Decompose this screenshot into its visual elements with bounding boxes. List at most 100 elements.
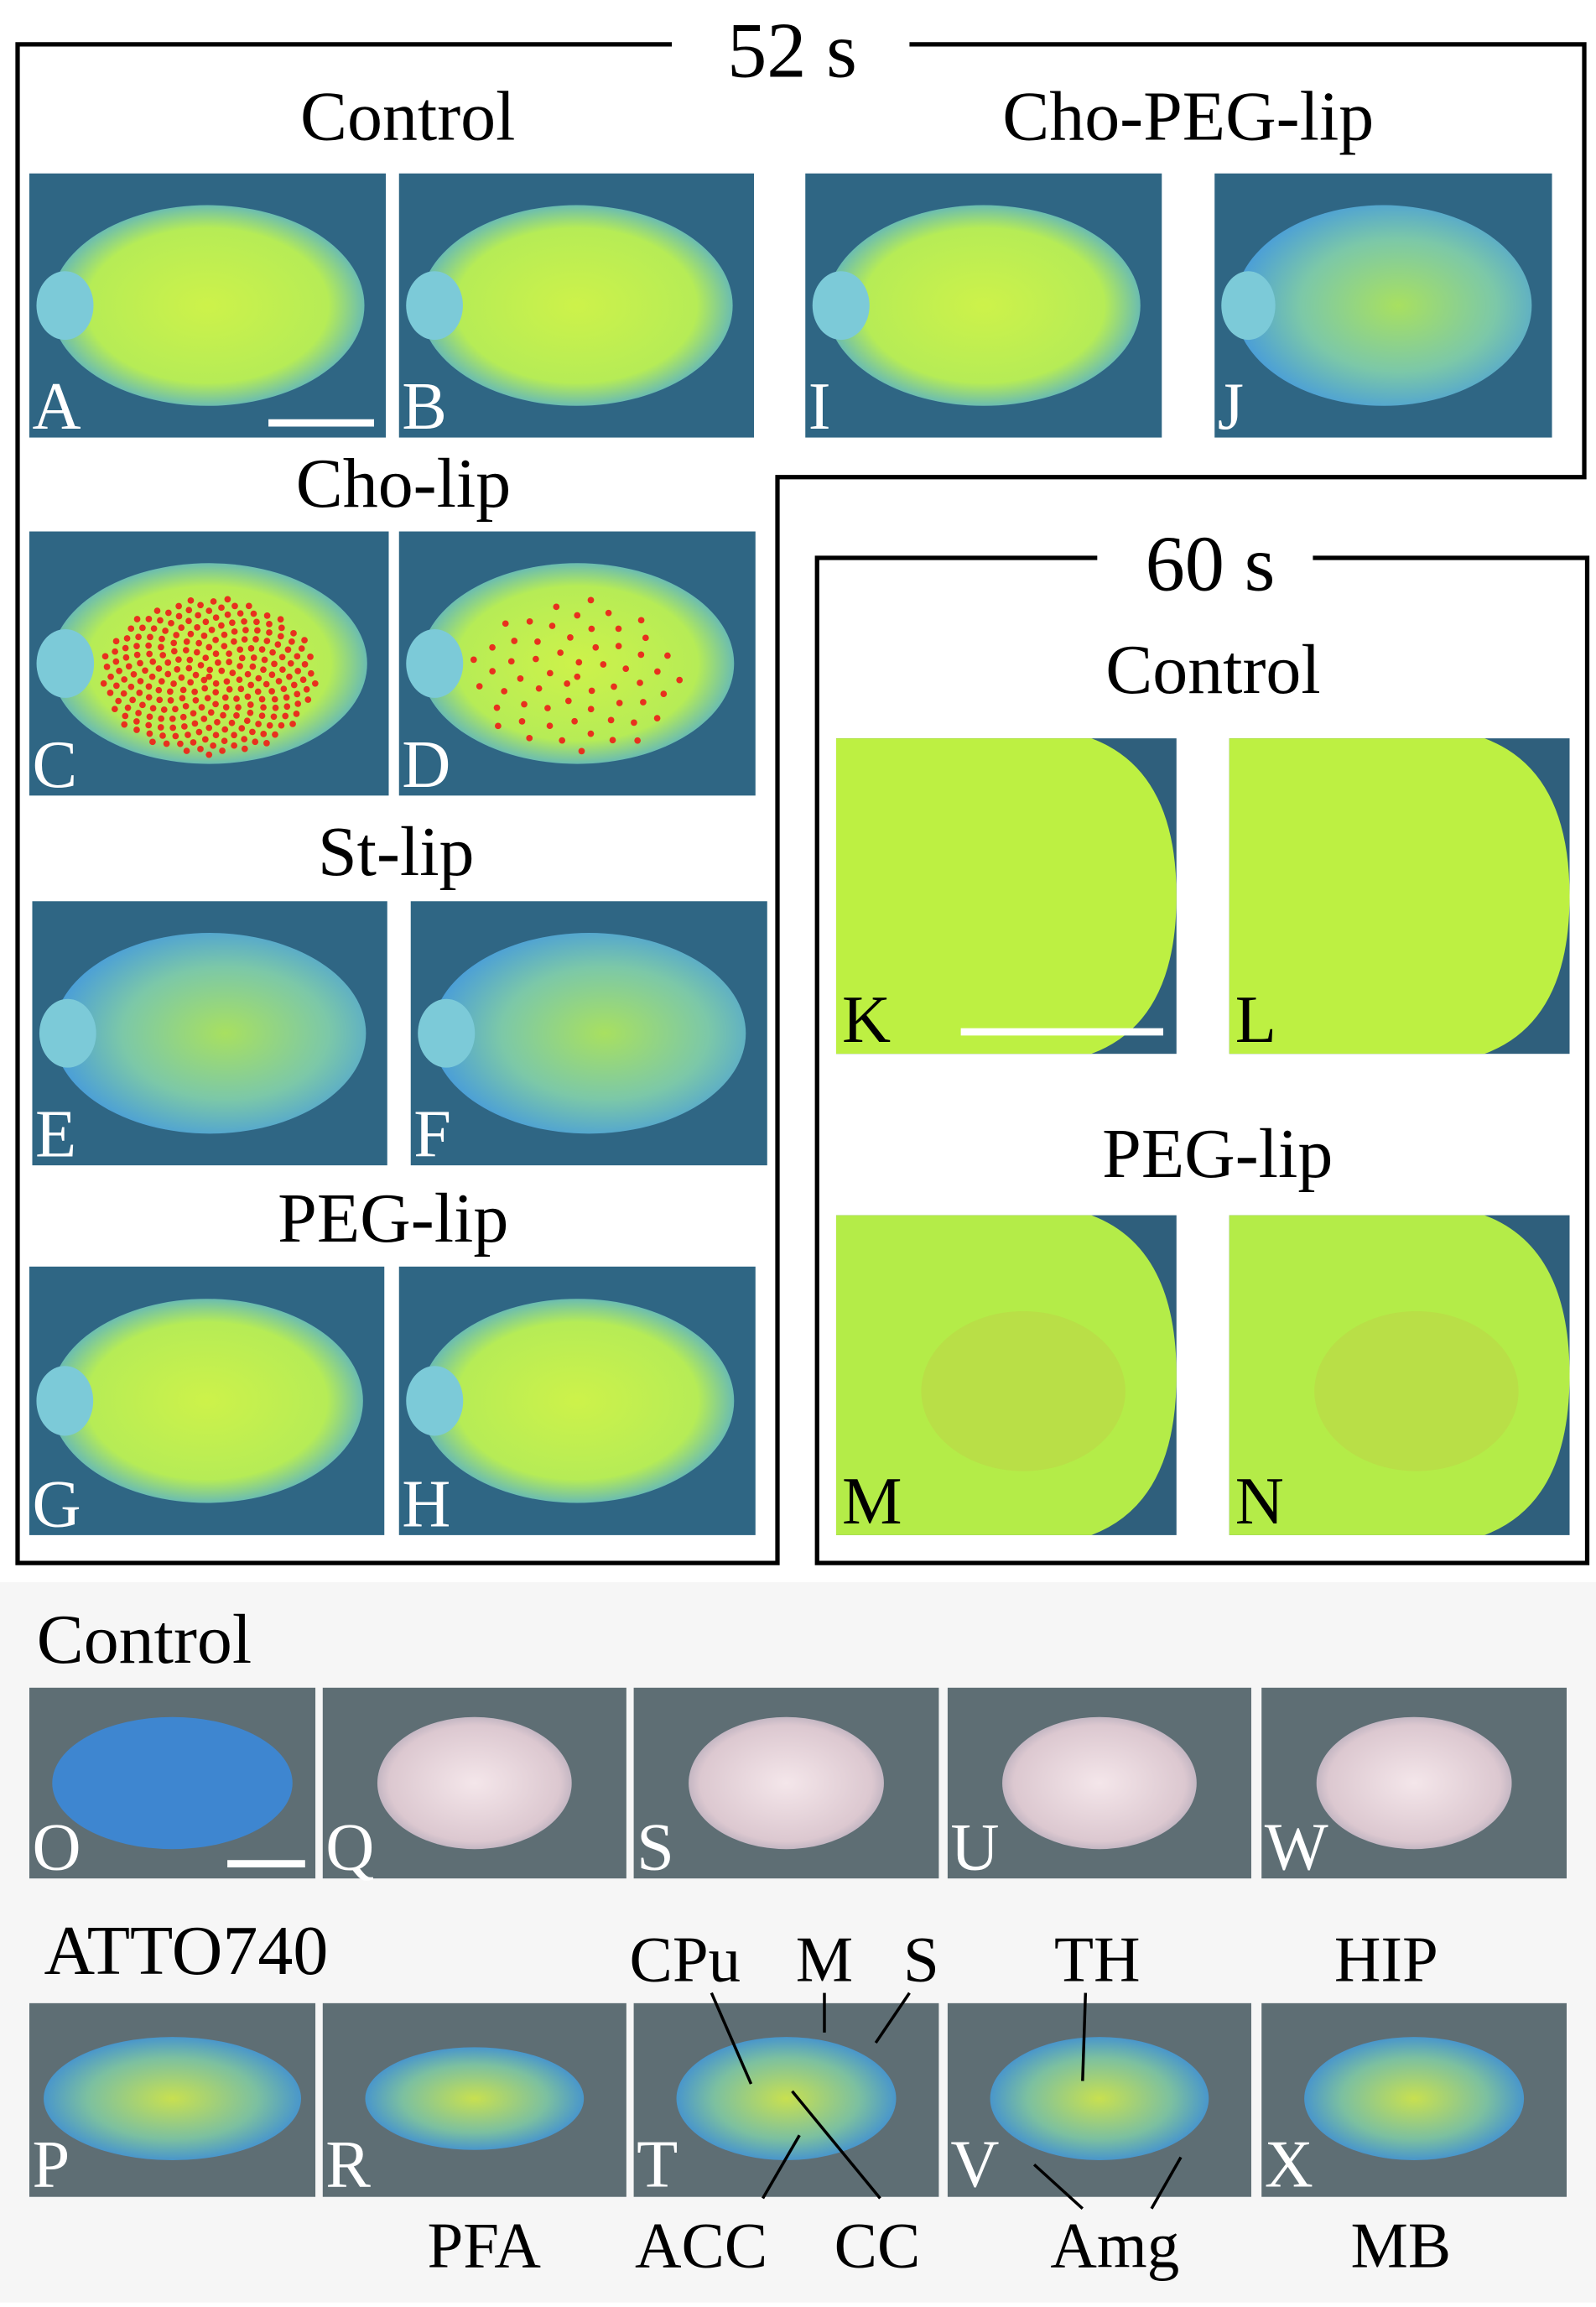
olfactory [36,629,95,698]
signal-dot [268,671,276,679]
signal-dot [212,700,219,708]
signal-dot [200,716,208,722]
signal-dot [170,648,178,655]
signal-dot [185,732,191,738]
panel-letter: H [402,1466,450,1541]
signal-dot [277,616,284,623]
signal-dot [175,612,183,620]
signal-dot [271,660,278,668]
panel-letter: F [413,1097,451,1172]
signal-dot [210,742,216,749]
signal-dot [223,678,231,685]
signal-dot [574,612,581,619]
panel-letter: I [808,369,831,444]
signal-dot [622,665,630,673]
signal-dot [187,630,195,638]
signal-dot [592,643,600,651]
panel-letter: R [325,2127,371,2201]
signal-dot [278,624,285,632]
signal-dot [159,635,165,643]
signal-dot [634,737,642,744]
signal-dot [103,664,111,670]
signal-dot [676,676,684,684]
panel-letter: T [637,2127,678,2201]
signal-dot [237,685,245,693]
signal-dot [286,673,293,680]
signal-dot [283,703,291,711]
signal-dot [198,704,205,711]
signal-dot [115,697,122,705]
panel-letter: Q [325,1810,374,1885]
signal-dot [307,669,315,677]
signal-dot [133,643,140,649]
signal-dot [502,620,509,628]
panel-letter: K [842,982,891,1057]
panel-letter: E [35,1097,76,1172]
signal-dot [237,610,244,617]
signal-dot [167,688,174,695]
olfactory [1221,271,1276,341]
tissue [365,2047,585,2150]
signal-dot [255,674,263,682]
signal-dot [231,742,237,749]
signal-dot [214,718,221,726]
signal-dot [137,678,144,685]
signal-dot [637,617,645,624]
brain [420,1299,735,1503]
signal-dot [153,607,161,614]
signal-dot [260,666,267,674]
signal-dot [145,616,153,622]
signal-dot [294,653,301,660]
signal-dot [303,685,310,693]
signal-dot [258,712,266,720]
signal-dot [231,628,238,635]
signal-dot [192,696,200,704]
signal-dot [260,731,268,737]
group-title: Control [1105,631,1321,709]
signal-dot [588,625,595,633]
signal-dot [493,704,501,711]
signal-dot [284,646,292,654]
signal-dot [501,688,508,695]
signal-dot [215,659,221,666]
signal-dot [158,715,165,722]
signal-dot [271,695,278,703]
signal-dot [567,634,574,641]
signal-dot [159,732,166,739]
signal-dot [221,631,228,638]
signal-dot [237,663,243,669]
signal-dot [179,686,187,694]
signal-dot [163,740,170,747]
signal-dot [187,679,194,686]
signal-dot [147,633,153,641]
signal-dot [187,596,195,604]
signal-dot [136,690,143,696]
signal-dot [164,670,172,678]
panel-letter: M [842,1464,902,1539]
signal-dot [186,656,194,664]
signal-dot [197,662,205,669]
signal-dot [615,625,622,633]
signal-dot [202,618,210,626]
olfactory [36,271,94,341]
signal-dot [241,736,248,742]
tissue [44,2037,301,2160]
signal-dot [158,643,164,651]
signal-dot [157,617,164,624]
signal-dot [194,623,200,631]
panel-letter: U [950,1810,999,1885]
row-title: Control [37,1601,252,1679]
signal-dot [146,713,153,721]
signal-dot [269,648,276,656]
signal-dot [185,607,193,614]
signal-dot [244,670,252,678]
signal-dot [226,685,233,693]
olfactory [418,998,476,1068]
signal-dot [135,710,142,716]
signal-dot [149,705,157,712]
signal-dot [205,673,213,680]
signal-dot [145,721,153,729]
signal-dot [631,719,637,726]
signal-dot [575,659,583,666]
